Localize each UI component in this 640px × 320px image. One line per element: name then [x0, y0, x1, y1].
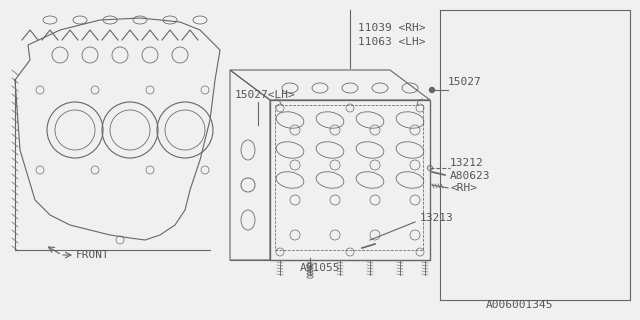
Text: A91055: A91055 — [300, 263, 340, 273]
Text: 15027: 15027 — [448, 77, 482, 87]
Circle shape — [429, 87, 435, 92]
Text: A80623
<RH>: A80623 <RH> — [450, 171, 490, 193]
Text: 13213: 13213 — [420, 213, 454, 223]
Text: A006001345: A006001345 — [486, 300, 554, 310]
Text: FRONT: FRONT — [76, 250, 109, 260]
Text: 11039 <RH>: 11039 <RH> — [358, 23, 426, 33]
Text: 13212: 13212 — [450, 158, 484, 168]
Text: 11063 <LH>: 11063 <LH> — [358, 37, 426, 47]
Text: 15027<LH>: 15027<LH> — [235, 90, 296, 100]
